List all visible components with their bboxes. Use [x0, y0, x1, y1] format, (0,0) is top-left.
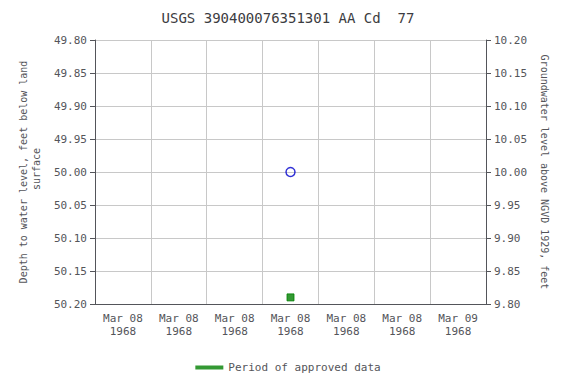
- svg-text:50.05: 50.05: [54, 199, 87, 212]
- svg-text:Mar 08: Mar 08: [382, 312, 422, 325]
- svg-text:9.95: 9.95: [494, 199, 521, 212]
- svg-text:surface: surface: [31, 148, 42, 196]
- svg-text:50.15: 50.15: [54, 265, 87, 278]
- svg-text:9.80: 9.80: [494, 298, 521, 311]
- svg-text:49.85: 49.85: [54, 67, 87, 80]
- svg-text:Mar 08: Mar 08: [159, 312, 199, 325]
- svg-text:Mar 08: Mar 08: [271, 312, 311, 325]
- svg-text:10.00: 10.00: [494, 166, 527, 179]
- svg-text:50.20: 50.20: [54, 298, 87, 311]
- svg-text:Groundwater level above NGVD 1: Groundwater level above NGVD 1929, feet: [539, 55, 550, 290]
- svg-text:1968: 1968: [445, 325, 472, 338]
- svg-text:49.80: 49.80: [54, 34, 87, 47]
- svg-text:Mar 08: Mar 08: [103, 312, 143, 325]
- svg-text:10.15: 10.15: [494, 67, 527, 80]
- svg-text:9.90: 9.90: [494, 232, 521, 245]
- svg-text:1968: 1968: [389, 325, 416, 338]
- svg-text:10.10: 10.10: [494, 100, 527, 113]
- svg-text:9.85: 9.85: [494, 265, 521, 278]
- svg-text:50.00: 50.00: [54, 166, 87, 179]
- svg-text:1968: 1968: [277, 325, 304, 338]
- svg-text:50.10: 50.10: [54, 232, 87, 245]
- svg-text:1968: 1968: [221, 325, 248, 338]
- svg-text:Period of approved data: Period of approved data: [228, 361, 380, 374]
- svg-text:1968: 1968: [166, 325, 193, 338]
- svg-text:USGS 390400076351301 AA Cd 77: USGS 390400076351301 AA Cd 77: [162, 10, 415, 26]
- svg-text:Mar 08: Mar 08: [326, 312, 366, 325]
- svg-text:Mar 09: Mar 09: [438, 312, 478, 325]
- svg-text:49.95: 49.95: [54, 133, 87, 146]
- svg-text:49.90: 49.90: [54, 100, 87, 113]
- svg-text:10.20: 10.20: [494, 34, 527, 47]
- svg-text:Depth to water level, feet bel: Depth to water level, feet below land: [18, 61, 29, 284]
- svg-text:1968: 1968: [110, 325, 136, 338]
- svg-text:1968: 1968: [333, 325, 360, 338]
- svg-text:10.05: 10.05: [494, 133, 527, 146]
- svg-text:Mar 08: Mar 08: [215, 312, 255, 325]
